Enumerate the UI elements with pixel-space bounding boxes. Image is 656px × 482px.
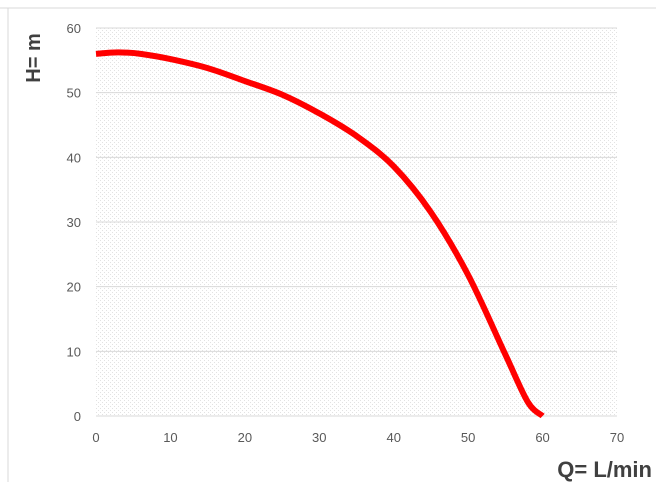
data-point [96, 53, 97, 54]
y-axis-title: H= m [23, 33, 45, 82]
series-layer [95, 49, 545, 419]
tick-labels: 0 10 20 30 40 50 60 0 10 20 30 40 50 60 70 [67, 21, 625, 445]
data-point [170, 59, 171, 60]
y-tick-label: 20 [67, 280, 81, 295]
data-point [125, 52, 126, 53]
x-tick-label: 50 [461, 430, 475, 445]
pump-curve-line [95, 49, 545, 419]
data-point [468, 275, 469, 276]
data-point [505, 354, 506, 355]
x-tick-label: 40 [386, 430, 400, 445]
x-axis-title: Q= L/min [557, 457, 652, 482]
y-tick-label: 10 [67, 344, 81, 359]
x-tick-label: 70 [610, 430, 624, 445]
data-point [140, 53, 141, 54]
data-point [110, 52, 111, 53]
x-tick-label: 0 [92, 430, 99, 445]
x-tick-label: 60 [535, 430, 549, 445]
data-point [282, 94, 283, 95]
x-tick-label: 30 [312, 430, 326, 445]
data-point [207, 68, 208, 69]
data-point [527, 401, 528, 402]
data-point [319, 113, 320, 114]
y-tick-label: 60 [67, 21, 81, 36]
y-tick-label: 0 [74, 409, 81, 424]
y-tick-label: 30 [67, 215, 81, 230]
y-tick-label: 40 [67, 150, 81, 165]
data-point [393, 166, 394, 167]
y-tick-label: 50 [67, 86, 81, 101]
gridlines [96, 27, 617, 417]
data-point [356, 135, 357, 136]
data-point [430, 212, 431, 213]
data-point [542, 416, 543, 417]
x-tick-label: 20 [238, 430, 252, 445]
x-tick-label: 10 [163, 430, 177, 445]
data-point [244, 81, 245, 82]
